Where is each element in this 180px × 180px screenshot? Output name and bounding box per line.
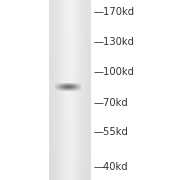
Text: —55kd: —55kd [94,127,129,137]
Text: —170kd: —170kd [94,7,135,17]
Text: —40kd: —40kd [94,161,128,172]
Text: —130kd: —130kd [94,37,135,47]
Text: —70kd: —70kd [94,98,128,108]
Text: —100kd: —100kd [94,67,135,77]
